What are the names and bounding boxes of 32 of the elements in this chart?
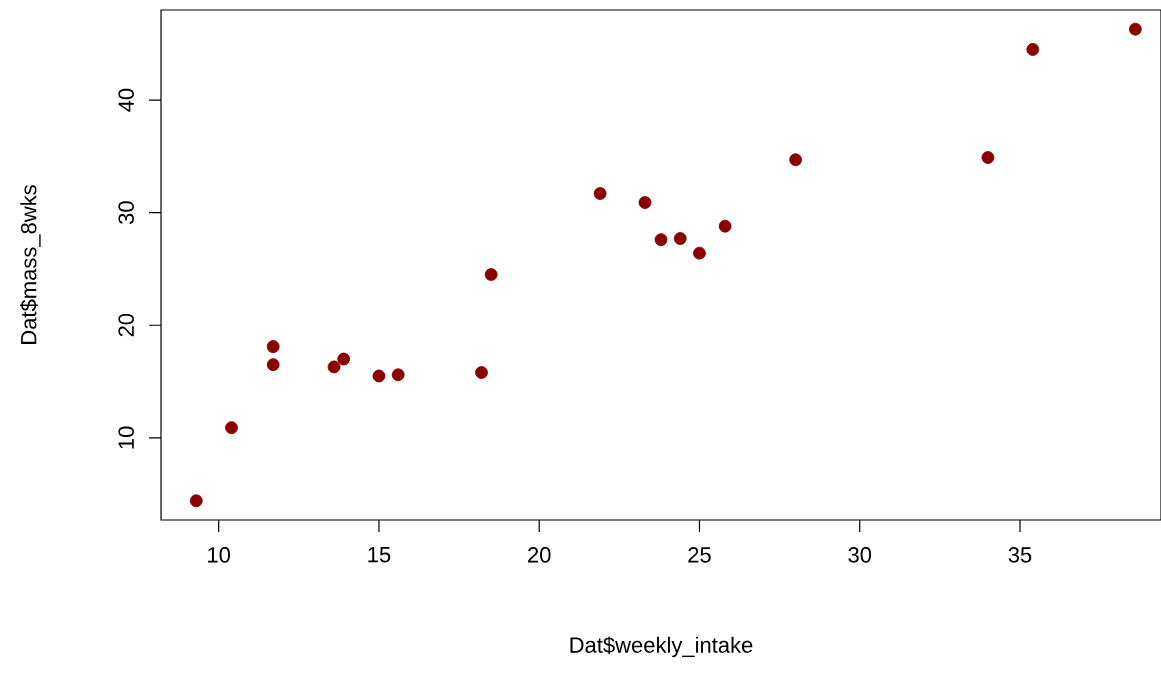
point [225, 421, 238, 435]
y-tick-label: 20 [118, 313, 134, 337]
point [189, 494, 203, 508]
y-tick-label: 30 [118, 201, 134, 225]
x-axis-title: Dat$weekly_intake [570, 636, 753, 658]
point [266, 340, 280, 354]
point [337, 352, 351, 366]
point [1026, 43, 1040, 56]
point [718, 219, 732, 233]
x-tick-label: 30 [848, 547, 872, 563]
y-tick-label: 40 [118, 88, 134, 112]
point [1128, 22, 1142, 36]
point [981, 151, 995, 164]
point [654, 233, 668, 247]
point [372, 369, 386, 383]
x-tick-label: 25 [688, 547, 711, 563]
x-tick-label: 20 [528, 547, 551, 563]
point [593, 187, 607, 200]
y-tick-label: 10 [118, 426, 134, 449]
point [789, 153, 803, 167]
x-tick-label: 15 [368, 547, 391, 563]
point [638, 196, 652, 209]
point [266, 358, 280, 372]
point [693, 246, 706, 260]
point [391, 368, 405, 382]
point [673, 232, 687, 245]
y-axis-title: Dat$mass_8wks [19, 185, 41, 344]
x-tick-label: 10 [208, 547, 231, 563]
point [484, 268, 498, 281]
point [475, 366, 488, 379]
point [327, 360, 341, 374]
x-tick-label: 35 [1008, 547, 1032, 563]
